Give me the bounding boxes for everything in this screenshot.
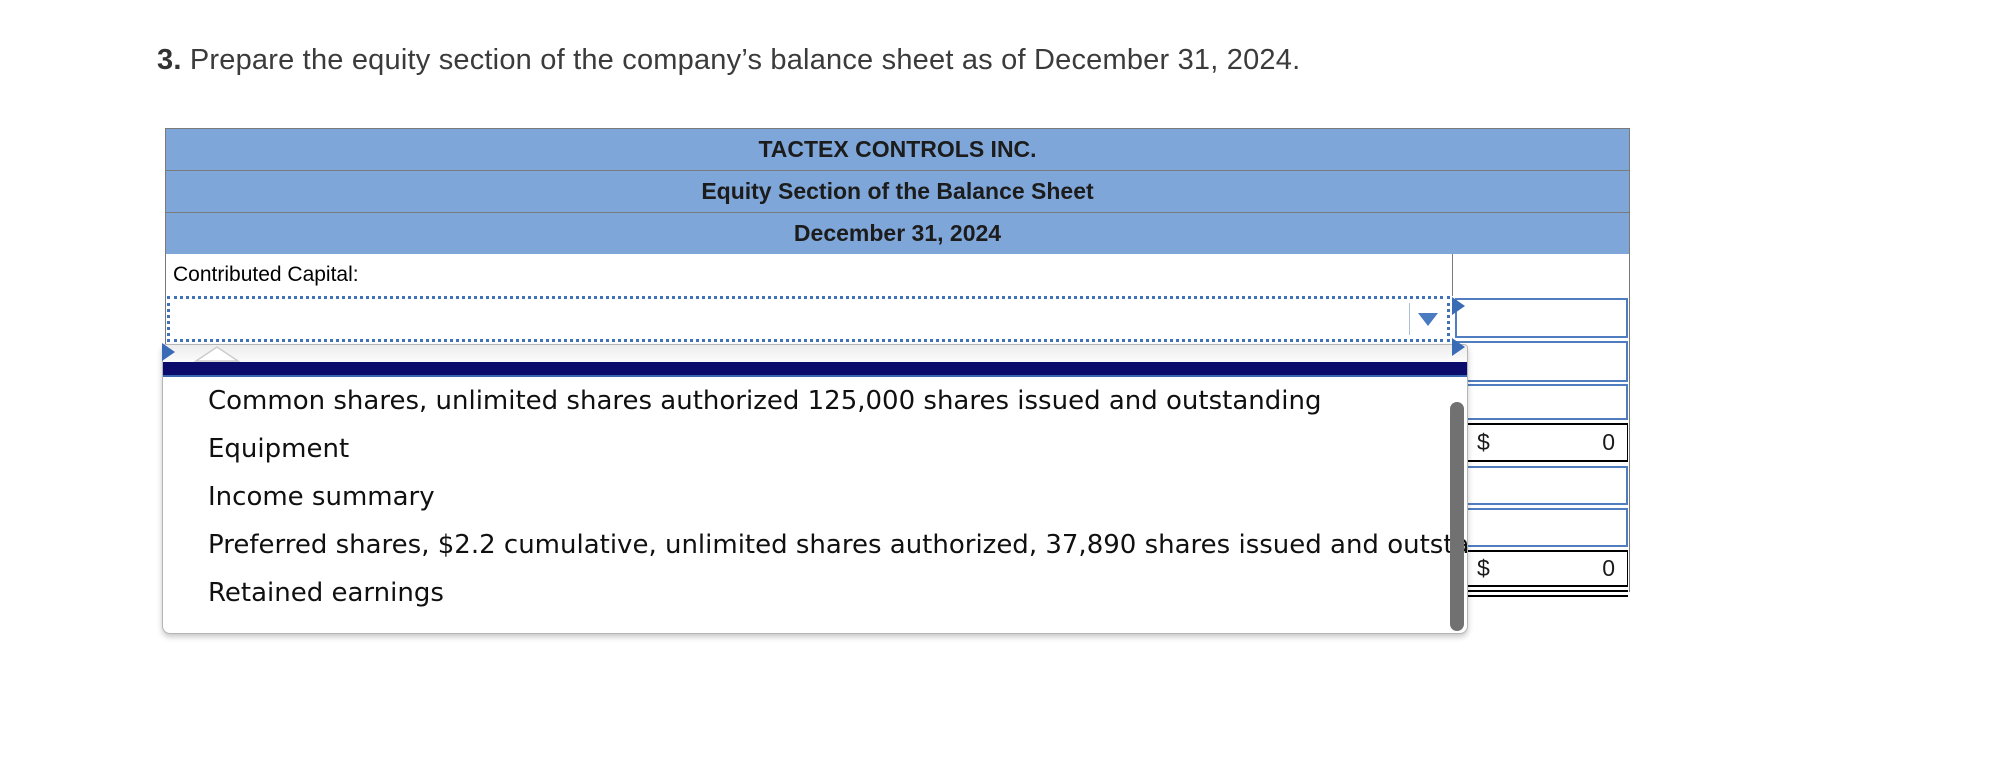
row-marker-icon <box>1452 297 1465 315</box>
dropdown-option[interactable]: Retained earnings <box>208 578 444 608</box>
subtotal-value: 0 <box>1602 429 1615 455</box>
dropdown-selected-blank-option[interactable] <box>163 362 1467 377</box>
question-body: Prepare the equity section of the compan… <box>189 44 1301 76</box>
total-cell: $ 0 <box>1455 550 1628 587</box>
dropdown-option[interactable]: Common shares, unlimited shares authoriz… <box>208 386 1322 416</box>
table-row: Contributed Capital: <box>165 254 1630 296</box>
question-number: 3. <box>157 44 182 76</box>
currency-symbol: $ <box>1477 555 1490 581</box>
table-left-border <box>165 128 166 344</box>
account-dropdown-menu: Common shares, unlimited shares authoriz… <box>162 344 1468 634</box>
subtotal-cell: $ 0 <box>1455 423 1628 462</box>
amount-cell-blank[interactable] <box>1453 254 1630 296</box>
dropdown-option[interactable]: Income summary <box>208 482 435 512</box>
dropdown-option[interactable]: Preferred shares, $2.2 cumulative, unlim… <box>208 530 1467 560</box>
total-value: 0 <box>1602 555 1615 581</box>
dropdown-arrow-icon[interactable] <box>1418 313 1438 326</box>
row-marker-icon <box>162 343 175 361</box>
dropdown-scrollbar-thumb[interactable] <box>1450 402 1464 631</box>
amount-input-cell[interactable] <box>1455 508 1628 547</box>
row-marker-icon <box>1452 338 1465 356</box>
amount-input-cell[interactable] <box>1455 384 1628 420</box>
statement-title-header: Equity Section of the Balance Sheet <box>166 171 1629 213</box>
section-label: Contributed Capital: <box>166 254 1453 296</box>
amount-input-cell[interactable] <box>1455 298 1628 338</box>
statement-date-header: December 31, 2024 <box>166 213 1629 255</box>
account-select[interactable] <box>167 296 1450 342</box>
table-right-border <box>1629 128 1630 592</box>
question-text: 3. Prepare the equity section of the com… <box>157 44 1300 77</box>
total-double-underline <box>1455 590 1628 597</box>
amount-input-cell[interactable] <box>1455 341 1628 382</box>
amount-input-cell[interactable] <box>1455 466 1628 505</box>
dropdown-scroll-up-button[interactable] <box>163 345 1467 362</box>
select-divider <box>1409 303 1410 335</box>
statement-table-header: TACTEX CONTROLS INC. Equity Section of t… <box>165 128 1630 255</box>
currency-symbol: $ <box>1477 429 1490 455</box>
scroll-up-icon <box>194 346 240 362</box>
company-name-header: TACTEX CONTROLS INC. <box>166 129 1629 171</box>
dropdown-option[interactable]: Equipment <box>208 434 350 464</box>
dropdown-options-list: Common shares, unlimited shares authoriz… <box>163 377 1467 617</box>
